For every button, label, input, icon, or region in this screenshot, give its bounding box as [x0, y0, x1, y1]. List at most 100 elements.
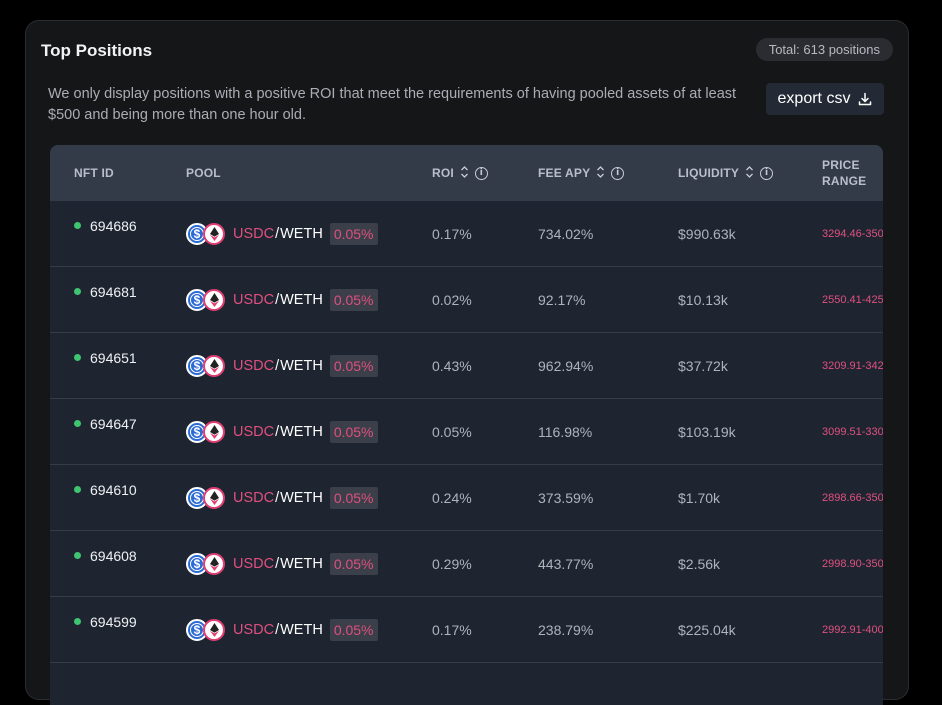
liquidity-value: $1.70k [678, 489, 721, 506]
eth-icon [203, 552, 225, 575]
fee-apy-value: 443.77% [538, 555, 594, 572]
roi-value: 0.24% [432, 489, 472, 506]
liquidity-value: $37.72k [678, 357, 728, 374]
nft-id-cell[interactable]: 694651 [74, 325, 137, 390]
status-dot [74, 420, 81, 427]
header-pool-label: POOL [186, 166, 221, 180]
price-range-value: 3294.46-350 [822, 227, 883, 240]
nft-id-cell[interactable]: 694599 [74, 589, 137, 654]
table-row[interactable]: 694599 $ USDC / WETH 0.05% 0.17% 238.79%… [50, 597, 883, 663]
price-range-value: 2550.41-425 [822, 293, 883, 306]
token1-symbol: WETH [280, 291, 323, 308]
roi-value: 0.43% [432, 357, 472, 374]
pool-cell[interactable]: $ USDC / WETH 0.05% [186, 399, 378, 464]
header-roi-label: ROI [432, 166, 454, 180]
status-dot [74, 354, 81, 361]
pair-separator: / [275, 555, 280, 572]
token0-symbol: USDC [233, 357, 275, 374]
roi-value: 0.17% [432, 225, 472, 242]
header-roi[interactable]: ROI i [432, 145, 488, 201]
nft-id[interactable]: 694608 [90, 547, 137, 564]
fee-tier-badge: 0.05% [329, 222, 378, 245]
status-dot [74, 288, 81, 295]
table-row[interactable]: 694610 $ USDC / WETH 0.05% 0.24% 373.59%… [50, 465, 883, 531]
eth-icon [203, 222, 225, 245]
usdc-icon: $ [186, 618, 208, 641]
pool-cell[interactable]: $ USDC / WETH 0.05% [186, 333, 378, 398]
header-range-label: RANGE [822, 174, 867, 188]
token0-symbol: USDC [233, 621, 275, 638]
panel-title: Top Positions [41, 41, 153, 60]
info-icon[interactable]: i [760, 166, 774, 180]
token1-symbol: WETH [280, 357, 323, 374]
token0-symbol: USDC [233, 555, 275, 572]
pool-cell[interactable]: $ USDC / WETH 0.05% [186, 201, 378, 266]
table-row[interactable]: 694651 $ USDC / WETH 0.05% 0.43% 962.94%… [50, 333, 883, 399]
pool-cell[interactable]: $ USDC / WETH 0.05% [186, 531, 378, 596]
header-liquidity[interactable]: LIQUIDITY i [678, 145, 774, 201]
price-range-value: 3099.51-330 [822, 425, 883, 438]
info-icon[interactable]: i [611, 166, 625, 180]
pool-cell[interactable]: $ USDC / WETH 0.05% [186, 597, 378, 662]
header-nft-id-label: NFT ID [74, 166, 114, 180]
sort-icon[interactable] [460, 165, 469, 182]
nft-id[interactable]: 694651 [90, 349, 137, 366]
pair-separator: / [275, 225, 280, 242]
sort-icon[interactable] [745, 165, 754, 182]
pool-cell[interactable]: $ USDC / WETH 0.05% [186, 267, 378, 332]
eth-icon [203, 354, 225, 377]
nft-id-cell[interactable]: 694608 [74, 523, 137, 588]
sort-icon[interactable] [596, 165, 605, 182]
table-row[interactable]: 694647 $ USDC / WETH 0.05% 0.05% 116.98%… [50, 399, 883, 465]
header-pool: POOL [186, 145, 221, 201]
fee-tier-badge: 0.05% [329, 486, 378, 509]
fee-tier-badge: 0.05% [329, 420, 378, 443]
fee-apy-value: 116.98% [538, 423, 593, 440]
nft-id[interactable]: 694647 [90, 415, 137, 432]
info-icon[interactable]: i [474, 166, 488, 180]
nft-id[interactable]: 694610 [90, 481, 137, 498]
nft-id[interactable]: 694686 [90, 217, 137, 234]
token1-symbol: WETH [280, 621, 323, 638]
eth-icon [203, 618, 225, 641]
table-row[interactable]: 694608 $ USDC / WETH 0.05% 0.29% 443.77%… [50, 531, 883, 597]
table-body: 694686 $ USDC / WETH 0.05% 0.17% 734.02%… [50, 201, 883, 705]
fee-tier-badge: 0.05% [329, 552, 378, 575]
nft-id[interactable]: 694599 [90, 613, 137, 630]
liquidity-value: $2.56k [678, 555, 721, 572]
fee-apy-value: 92.17% [538, 291, 586, 308]
token1-symbol: WETH [280, 489, 323, 506]
nft-id-cell[interactable]: 694647 [74, 391, 137, 456]
liquidity-value: $103.19k [678, 423, 736, 440]
nft-id-cell[interactable]: 694681 [74, 259, 137, 324]
total-positions-badge: Total: 613 positions [755, 38, 893, 61]
nft-id-cell[interactable]: 694610 [74, 457, 137, 522]
eth-icon [203, 420, 225, 443]
fee-tier-badge: 0.05% [329, 354, 378, 377]
pool-cell[interactable]: $ USDC / WETH 0.05% [186, 465, 378, 530]
token1-symbol: WETH [280, 555, 323, 572]
token1-symbol: WETH [280, 423, 323, 440]
roi-value: 0.29% [432, 555, 472, 572]
table-row[interactable]: 694686 $ USDC / WETH 0.05% 0.17% 734.02%… [50, 201, 883, 267]
token0-symbol: USDC [233, 489, 275, 506]
liquidity-value: $990.63k [678, 225, 736, 242]
fee-apy-value: 962.94% [538, 357, 594, 374]
header-fee-apy[interactable]: FEE APY i [538, 145, 625, 201]
status-dot [74, 552, 81, 559]
nft-id[interactable]: 694681 [90, 283, 137, 300]
liquidity-value: $10.13k [678, 291, 728, 308]
nft-id-cell[interactable]: 694686 [74, 193, 137, 258]
pair-separator: / [275, 489, 280, 506]
pair-separator: / [275, 291, 280, 308]
fee-apy-value: 734.02% [538, 225, 594, 242]
fee-apy-value: 373.59% [538, 489, 594, 506]
table-row[interactable] [50, 663, 883, 705]
token0-symbol: USDC [233, 423, 275, 440]
token0-symbol: USDC [233, 291, 275, 308]
pair-separator: / [275, 357, 280, 374]
fee-apy-value: 238.79% [538, 621, 594, 638]
token0-symbol: USDC [233, 225, 275, 242]
export-csv-button[interactable]: export csv [766, 83, 884, 115]
table-row[interactable]: 694681 $ USDC / WETH 0.05% 0.02% 92.17% … [50, 267, 883, 333]
